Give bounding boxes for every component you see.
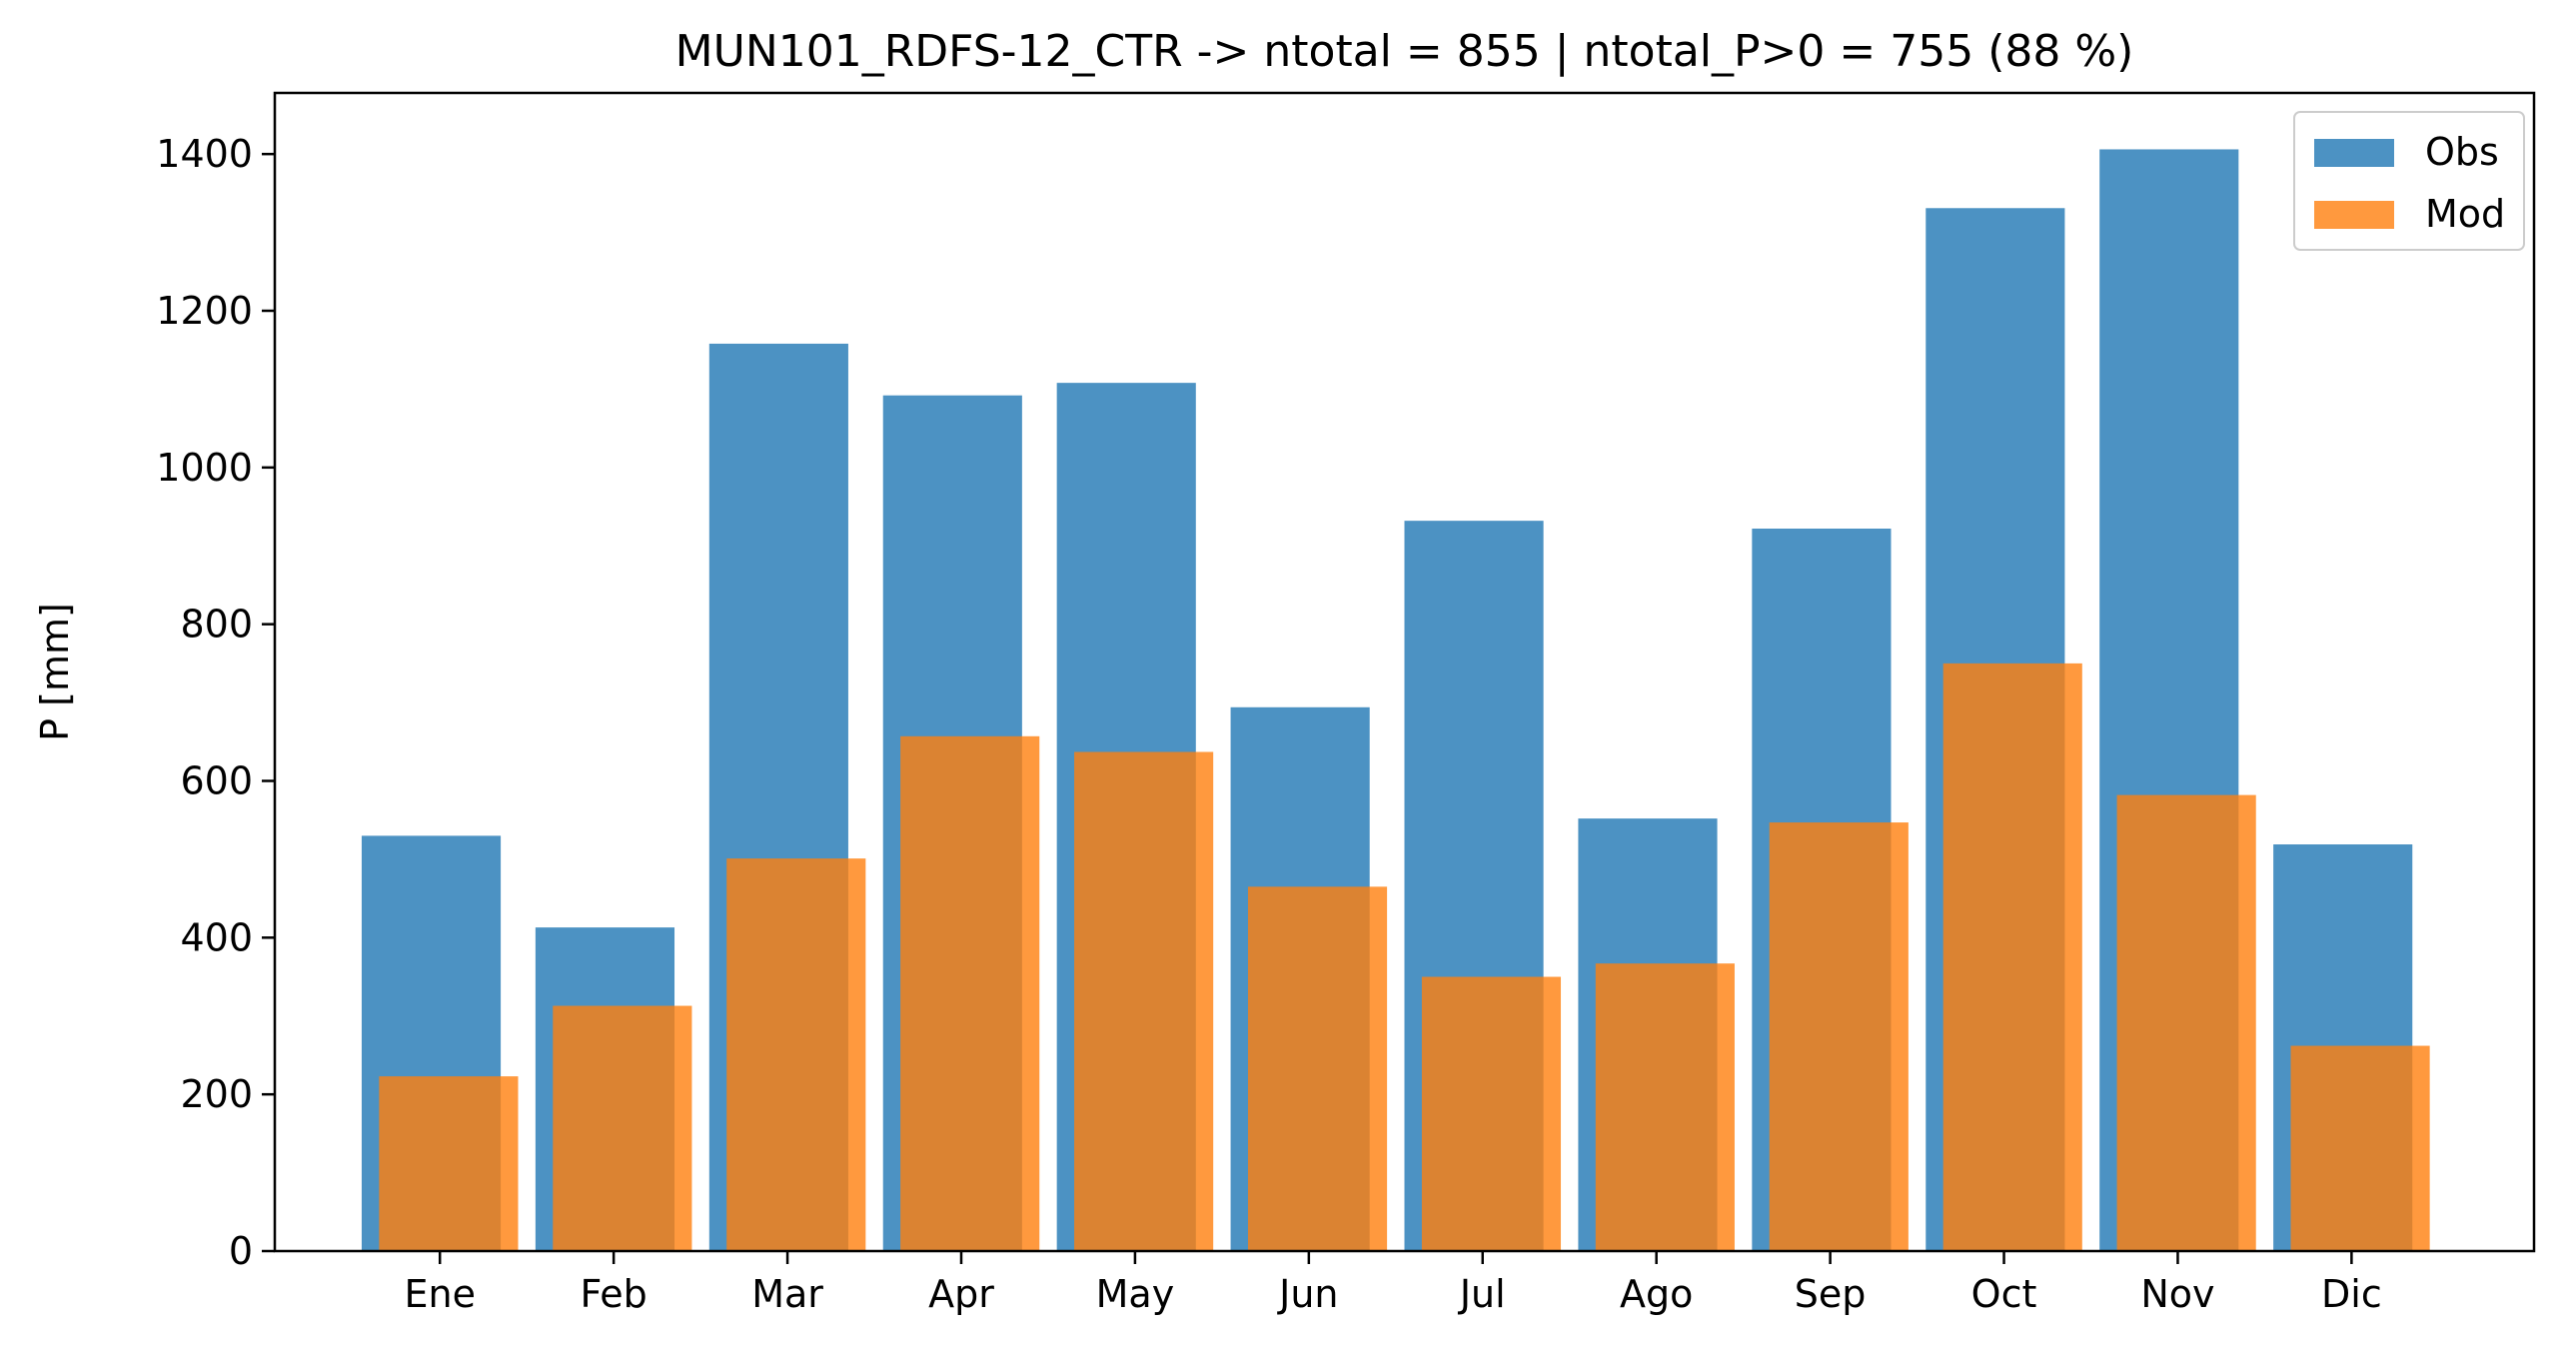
bar-mod-apr xyxy=(900,735,1040,1251)
legend-label-obs: Obs xyxy=(2425,130,2499,174)
x-axis-ticks: Ene Feb Mar Apr May Jun Jul Ago Sep Oct Nov Dic xyxy=(404,1251,2382,1316)
x-tick-label: Dic xyxy=(2321,1272,2382,1316)
bar-mod-jul xyxy=(1421,976,1562,1251)
x-tick-label: Mar xyxy=(751,1272,823,1316)
y-tick-label: 1000 xyxy=(156,446,253,490)
x-tick-label: Nov xyxy=(2140,1272,2214,1316)
y-tick-label: 0 xyxy=(229,1229,253,1273)
x-tick-label: Apr xyxy=(928,1272,994,1316)
x-tick-label: Ago xyxy=(1620,1272,1693,1316)
bar-mod-jun xyxy=(1247,886,1388,1251)
legend-swatch-obs xyxy=(2314,139,2394,167)
x-tick-label: Jun xyxy=(1277,1272,1338,1316)
y-tick-label: 1400 xyxy=(156,132,253,176)
bar-mod-may xyxy=(1074,751,1214,1251)
chart-title: MUN101_RDFS-12_CTR -> ntotal = 855 | nto… xyxy=(675,26,2134,77)
y-axis-ticks: 0 200 400 600 800 1000 1200 1400 xyxy=(156,132,275,1273)
y-tick-label: 1200 xyxy=(156,289,253,333)
bar-mod-sep xyxy=(1769,822,1909,1251)
bar-mod-ene xyxy=(379,1076,519,1251)
bar-mod-feb xyxy=(553,1005,692,1251)
x-tick-label: Ene xyxy=(404,1272,475,1316)
bar-mod-oct xyxy=(1942,663,2082,1251)
legend-swatch-mod xyxy=(2314,201,2394,229)
y-tick-label: 400 xyxy=(180,915,253,959)
y-tick-label: 600 xyxy=(180,758,253,802)
x-tick-label: Oct xyxy=(1971,1272,2037,1316)
x-tick-label: May xyxy=(1096,1272,1175,1316)
bar-mod-ago xyxy=(1595,963,1735,1251)
legend-label-mod: Mod xyxy=(2425,192,2505,236)
bar-mod-dic xyxy=(2290,1045,2430,1251)
y-tick-label: 200 xyxy=(180,1072,253,1116)
bar-mod-nov xyxy=(2116,794,2256,1251)
legend: Obs Mod xyxy=(2293,111,2525,251)
y-axis-label: P [mm] xyxy=(33,603,77,741)
x-tick-label: Sep xyxy=(1795,1272,1867,1316)
y-tick-label: 800 xyxy=(180,603,253,647)
plot-frame xyxy=(273,91,2536,1253)
bars-layer xyxy=(361,149,2430,1251)
x-tick-label: Feb xyxy=(581,1272,647,1316)
x-tick-label: Jul xyxy=(1458,1272,1506,1316)
bar-mod-mar xyxy=(726,858,866,1251)
